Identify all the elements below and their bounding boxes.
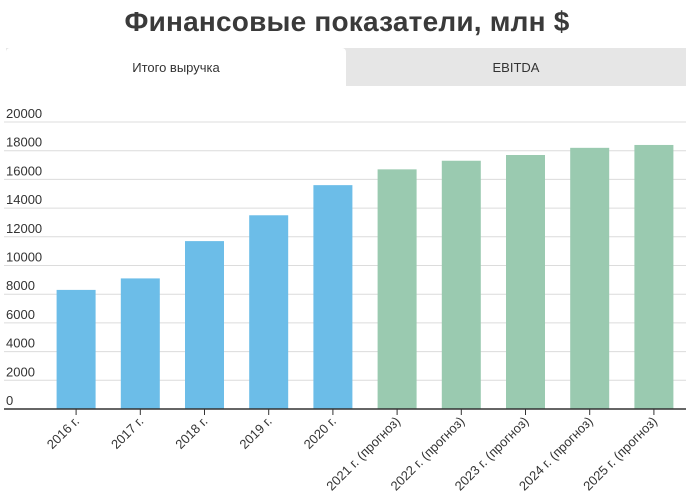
y-tick-label: 16000 <box>6 163 42 178</box>
metric-tabs: Итого выручка EBITDA <box>6 48 686 86</box>
y-tick-label: 10000 <box>6 250 42 265</box>
y-tick-label: 20000 <box>6 106 42 121</box>
tab-total-revenue[interactable]: Итого выручка <box>6 48 346 86</box>
tab-ebitda[interactable]: EBITDA <box>346 48 686 86</box>
y-tick-label: 12000 <box>6 221 42 236</box>
bar <box>120 278 160 409</box>
bar <box>441 160 481 409</box>
y-tick-label: 0 <box>6 393 13 408</box>
bar <box>249 215 289 409</box>
bar <box>506 155 545 409</box>
y-tick-label: 6000 <box>6 307 35 322</box>
x-tick-label: 2018 г. <box>172 414 210 452</box>
bar <box>377 169 417 409</box>
y-tick-label: 2000 <box>6 364 35 379</box>
x-tick-label: 2016 г. <box>44 414 82 452</box>
y-tick-label: 14000 <box>6 192 42 207</box>
bar <box>634 144 674 409</box>
y-tick-label: 18000 <box>6 135 42 150</box>
chart-title: Финансовые показатели, млн $ <box>124 6 570 37</box>
y-tick-label: 8000 <box>6 278 35 293</box>
y-tick-label: 4000 <box>6 336 35 351</box>
x-tick-label: 2020 г. <box>301 414 339 452</box>
bar <box>185 241 224 409</box>
x-tick-label: 2019 г. <box>236 414 274 452</box>
bar <box>313 185 353 409</box>
bar <box>56 289 96 409</box>
x-tick-label: 2017 г. <box>108 414 146 452</box>
bar <box>570 147 610 409</box>
